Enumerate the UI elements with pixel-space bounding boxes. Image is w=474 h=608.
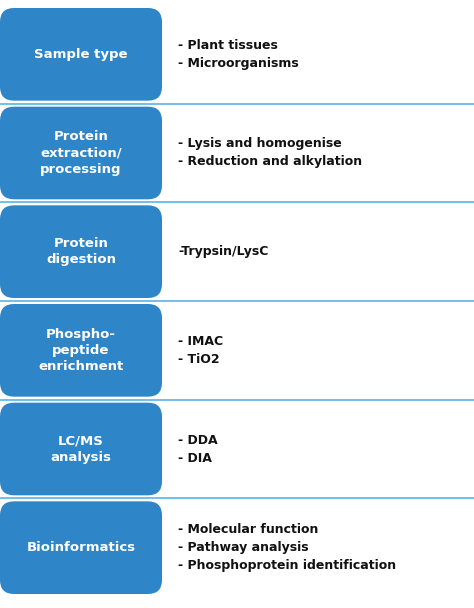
FancyBboxPatch shape <box>0 8 162 101</box>
Text: - Reduction and alkylation: - Reduction and alkylation <box>178 156 362 168</box>
Text: LC/MS
analysis: LC/MS analysis <box>51 435 111 463</box>
FancyBboxPatch shape <box>0 206 162 298</box>
Text: - DDA: - DDA <box>178 434 218 446</box>
Text: -Trypsin/LysC: -Trypsin/LysC <box>178 245 268 258</box>
FancyBboxPatch shape <box>0 402 162 496</box>
Text: - Microorganisms: - Microorganisms <box>178 57 299 70</box>
Text: - DIA: - DIA <box>178 452 212 465</box>
Text: Sample type: Sample type <box>34 48 128 61</box>
Text: - Molecular function: - Molecular function <box>178 523 319 536</box>
Text: Phospho-
peptide
enrichment: Phospho- peptide enrichment <box>38 328 124 373</box>
FancyBboxPatch shape <box>0 502 162 594</box>
FancyBboxPatch shape <box>0 106 162 199</box>
Text: Protein
digestion: Protein digestion <box>46 237 116 266</box>
Text: Bioinformatics: Bioinformatics <box>27 541 136 554</box>
Text: Protein
extraction/
processing: Protein extraction/ processing <box>40 131 122 176</box>
Text: - Pathway analysis: - Pathway analysis <box>178 541 309 554</box>
Text: - Plant tissues: - Plant tissues <box>178 39 278 52</box>
FancyBboxPatch shape <box>0 304 162 396</box>
Text: - TiO2: - TiO2 <box>178 353 219 366</box>
Text: - Lysis and homogenise: - Lysis and homogenise <box>178 137 342 151</box>
Text: - Phosphoprotein identification: - Phosphoprotein identification <box>178 559 396 572</box>
Text: - IMAC: - IMAC <box>178 335 223 348</box>
